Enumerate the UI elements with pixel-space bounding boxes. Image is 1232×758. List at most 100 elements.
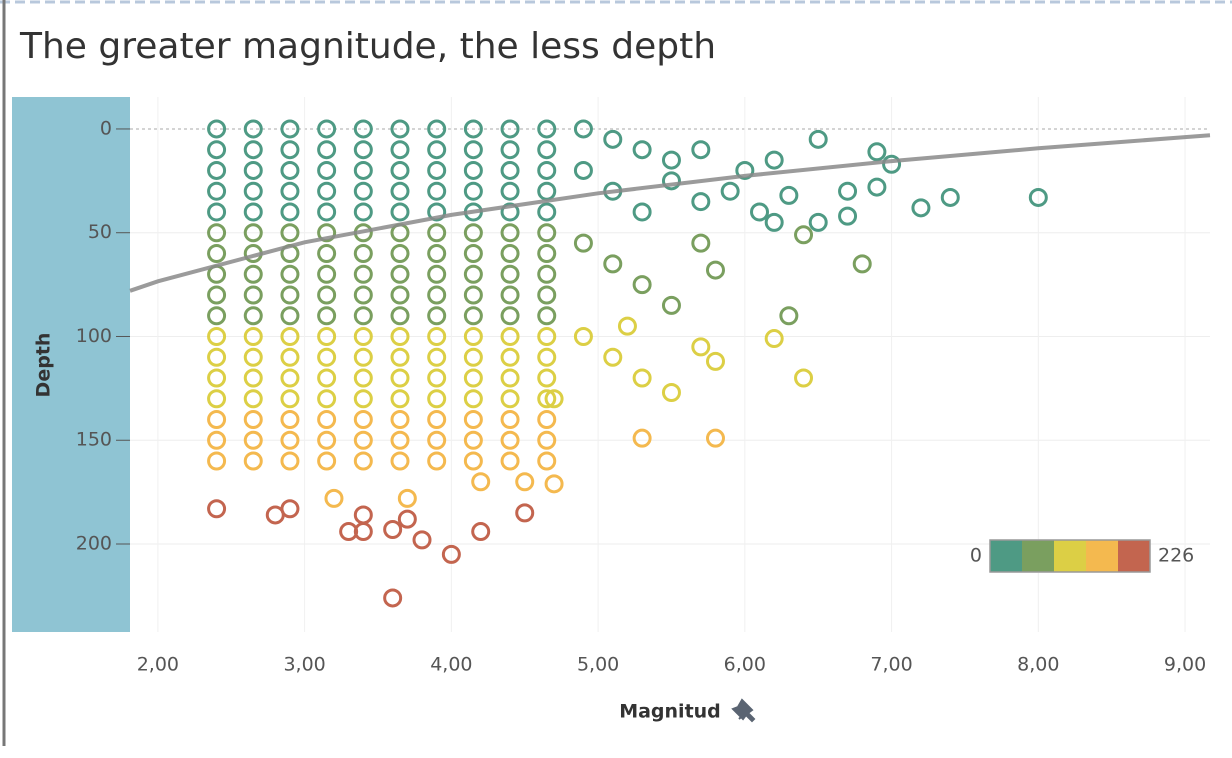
point <box>691 192 711 212</box>
point <box>207 140 227 160</box>
point <box>427 160 447 180</box>
point <box>463 223 483 243</box>
point <box>353 505 373 525</box>
point <box>353 181 373 201</box>
x-tick-label: 2,00 <box>137 654 179 676</box>
legend-swatch <box>1054 540 1086 572</box>
point <box>353 264 373 284</box>
point <box>500 451 520 471</box>
overlay <box>129 133 1211 293</box>
point <box>207 368 227 388</box>
point <box>537 347 557 367</box>
point <box>412 530 432 550</box>
point <box>779 306 799 326</box>
point <box>603 254 623 274</box>
point <box>280 368 300 388</box>
point <box>471 472 491 492</box>
point <box>427 326 447 346</box>
legend-border <box>989 539 1151 573</box>
legend-swatch <box>1022 540 1054 572</box>
point <box>397 488 417 508</box>
point <box>500 119 520 139</box>
point <box>353 243 373 263</box>
point <box>324 488 344 508</box>
y-tick-label: 100 <box>76 325 112 347</box>
legend-min-label: 0 <box>970 545 982 567</box>
pin-icon <box>731 698 756 723</box>
point <box>463 160 483 180</box>
point <box>632 140 652 160</box>
point <box>390 347 410 367</box>
x-tick-label: 4,00 <box>430 654 472 676</box>
point <box>463 347 483 367</box>
point <box>427 347 447 367</box>
point <box>390 326 410 346</box>
point <box>544 389 564 409</box>
point <box>573 326 593 346</box>
point <box>243 326 263 346</box>
point <box>427 430 447 450</box>
point <box>353 306 373 326</box>
point <box>427 389 447 409</box>
point <box>617 316 637 336</box>
point <box>207 243 227 263</box>
x-tick-label: 7,00 <box>870 654 912 676</box>
point <box>537 326 557 346</box>
points <box>207 119 1048 608</box>
point <box>390 243 410 263</box>
point <box>390 285 410 305</box>
point <box>243 389 263 409</box>
point <box>243 347 263 367</box>
point <box>632 428 652 448</box>
point <box>427 202 447 222</box>
point <box>280 409 300 429</box>
point <box>500 285 520 305</box>
point <box>390 264 410 284</box>
point <box>661 383 681 403</box>
point <box>661 171 681 191</box>
chart-title: The greater magnitude, the less depth <box>19 26 716 67</box>
point <box>471 522 491 542</box>
point <box>280 306 300 326</box>
point <box>243 451 263 471</box>
point <box>317 451 337 471</box>
point <box>207 347 227 367</box>
point <box>537 451 557 471</box>
point <box>390 119 410 139</box>
point <box>427 140 447 160</box>
point <box>500 181 520 201</box>
point <box>317 243 337 263</box>
point <box>573 233 593 253</box>
point <box>243 202 263 222</box>
point <box>661 295 681 315</box>
point <box>463 119 483 139</box>
point <box>390 140 410 160</box>
point <box>867 177 887 197</box>
point <box>280 140 300 160</box>
point <box>940 187 960 207</box>
y-axis-panel <box>12 97 130 632</box>
point <box>661 150 681 170</box>
point <box>280 264 300 284</box>
point <box>537 285 557 305</box>
point <box>317 347 337 367</box>
point <box>317 326 337 346</box>
point <box>207 451 227 471</box>
point <box>632 275 652 295</box>
point <box>720 181 740 201</box>
point <box>390 409 410 429</box>
point <box>207 306 227 326</box>
point <box>243 223 263 243</box>
legend-swatch <box>990 540 1022 572</box>
point <box>500 243 520 263</box>
x-tick-label: 5,00 <box>577 654 619 676</box>
point <box>537 119 557 139</box>
point <box>691 337 711 357</box>
x-tick-label: 9,00 <box>1164 654 1206 676</box>
point <box>463 430 483 450</box>
point <box>794 225 814 245</box>
point <box>390 202 410 222</box>
point <box>1028 187 1048 207</box>
point <box>207 499 227 519</box>
